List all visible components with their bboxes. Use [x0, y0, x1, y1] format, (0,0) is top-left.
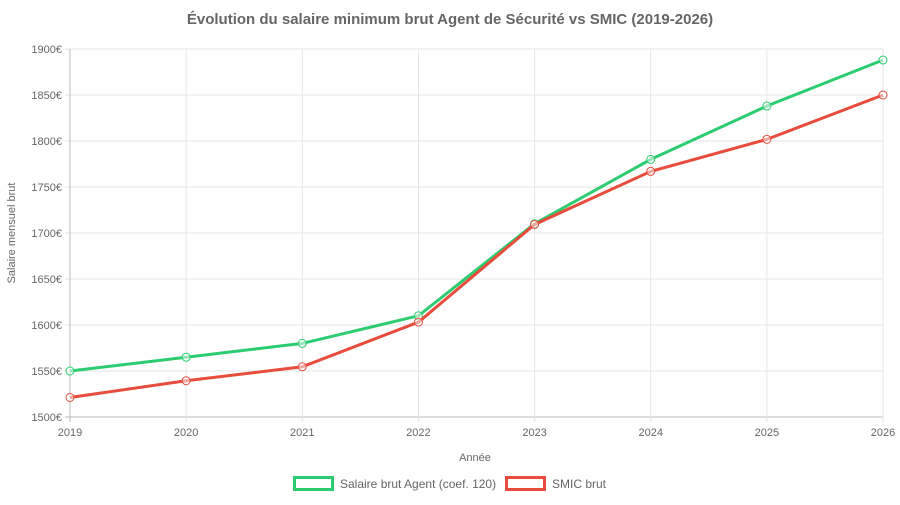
series-line-1: [69, 93, 884, 399]
legend-swatch: [505, 476, 546, 491]
data-point: [762, 101, 772, 111]
data-point: [878, 90, 888, 100]
y-axis-label: Salaire mensuel brut: [6, 183, 18, 284]
x-tick-label: 2019: [58, 427, 82, 439]
y-tick-label: 1500€: [31, 412, 62, 424]
x-tick-label: 2022: [406, 427, 430, 439]
x-tick-label: 2025: [755, 427, 779, 439]
data-point: [646, 154, 656, 164]
y-tick-label: 1700€: [31, 228, 62, 240]
y-tick-label: 1850€: [31, 90, 62, 102]
data-point: [297, 362, 307, 372]
data-point: [65, 392, 75, 402]
data-point: [762, 134, 772, 144]
legend-swatch: [293, 476, 334, 491]
data-point: [413, 317, 423, 327]
data-point: [297, 338, 307, 348]
y-tick-label: 1600€: [31, 320, 62, 332]
y-tick-label: 1650€: [31, 274, 62, 286]
x-tick-label: 2020: [174, 427, 198, 439]
x-tick-label: 2026: [871, 427, 895, 439]
data-point: [181, 376, 191, 386]
data-point: [530, 219, 540, 229]
y-tick-label: 1900€: [31, 44, 62, 56]
data-point: [646, 166, 656, 176]
x-tick-label: 2023: [522, 427, 546, 439]
data-point: [65, 366, 75, 376]
series-line-0: [69, 58, 884, 373]
legend-label: SMIC brut: [552, 477, 607, 491]
y-tick-label: 1800€: [31, 136, 62, 148]
x-tick-label: 2024: [638, 427, 662, 439]
data-point: [878, 55, 888, 65]
x-tick-label: 2021: [290, 427, 314, 439]
y-tick-label: 1750€: [31, 182, 62, 194]
x-axis-label: Année: [459, 452, 491, 464]
chart-title: Évolution du salaire minimum brut Agent …: [187, 11, 713, 28]
data-point: [181, 352, 191, 362]
legend-label: Salaire brut Agent (coef. 120): [340, 477, 496, 491]
y-tick-label: 1550€: [31, 366, 62, 378]
